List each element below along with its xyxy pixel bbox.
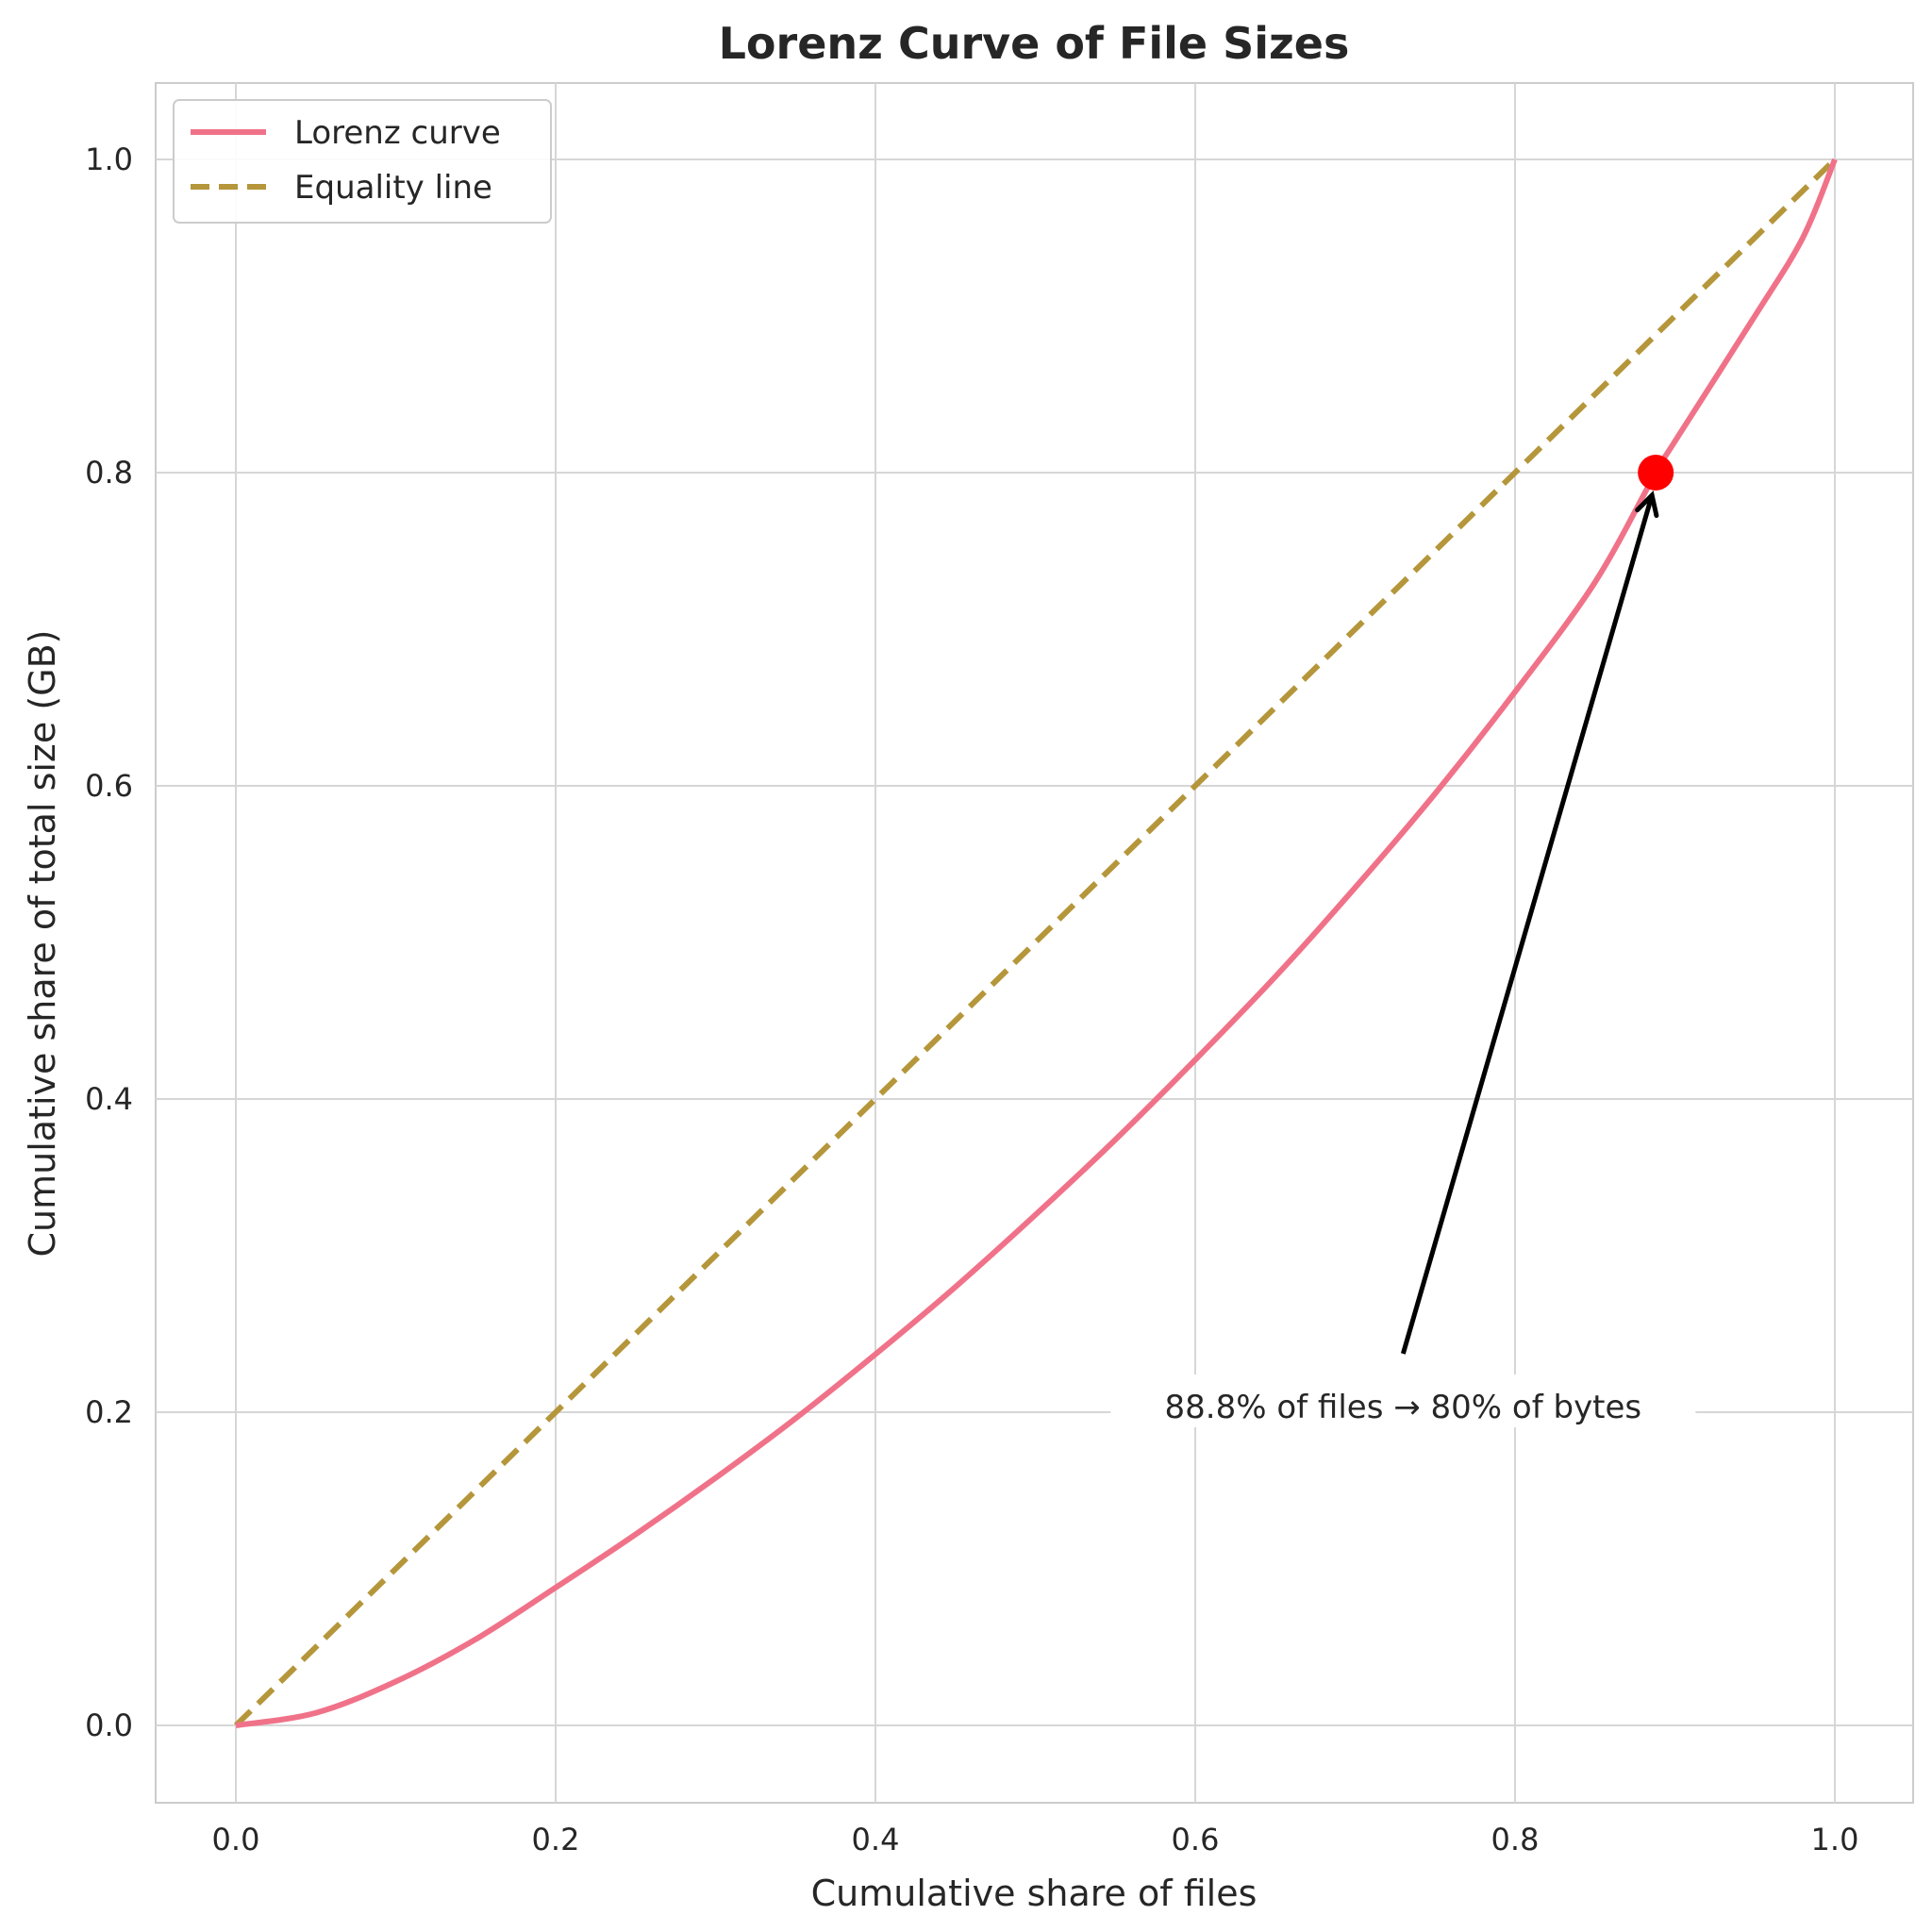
x-axis-label: Cumulative share of files [811,1873,1257,1914]
y-tick-label: 0.6 [85,768,133,804]
y-tick-label: 0.4 [85,1081,133,1117]
highlight-markers [1638,455,1674,491]
x-tick-label: 1.0 [1811,1822,1859,1857]
tick-labels: 0.0 0.2 0.4 0.6 0.8 1.0 0.0 0.2 0.4 0.6 0.8 1.0 [85,142,1858,1857]
annotation-group: 88.8% of files → 80% of bytes [1110,490,1696,1427]
legend-label-equality: Equality line [294,169,492,207]
annotation-text: 88.8% of files → 80% of bytes [1165,1389,1642,1426]
x-tick-label: 0.2 [532,1822,580,1857]
x-tick-label: 0.6 [1172,1822,1220,1857]
legend-label-lorenz: Lorenz curve [294,114,501,152]
y-tick-label: 0.0 [85,1707,133,1743]
x-tick-label: 0.8 [1491,1822,1540,1857]
y-tick-label: 0.8 [85,455,133,491]
highlight-point [1638,455,1674,491]
annotation-arrow [1400,494,1655,1355]
annotation-background [1110,1374,1696,1427]
grid-lines [156,83,1913,1803]
x-tick-label: 0.0 [212,1822,260,1857]
legend-box [173,99,552,224]
y-tick-label: 1.0 [85,142,133,177]
chart-title: Lorenz Curve of File Sizes [719,18,1350,69]
legend: Lorenz curve Equality line [173,99,552,224]
y-tick-label: 0.2 [85,1394,133,1430]
y-axis-label: Cumulative share of total size (GB) [22,630,63,1257]
x-tick-label: 0.4 [852,1822,900,1857]
annotation-arrowhead [1635,490,1659,518]
